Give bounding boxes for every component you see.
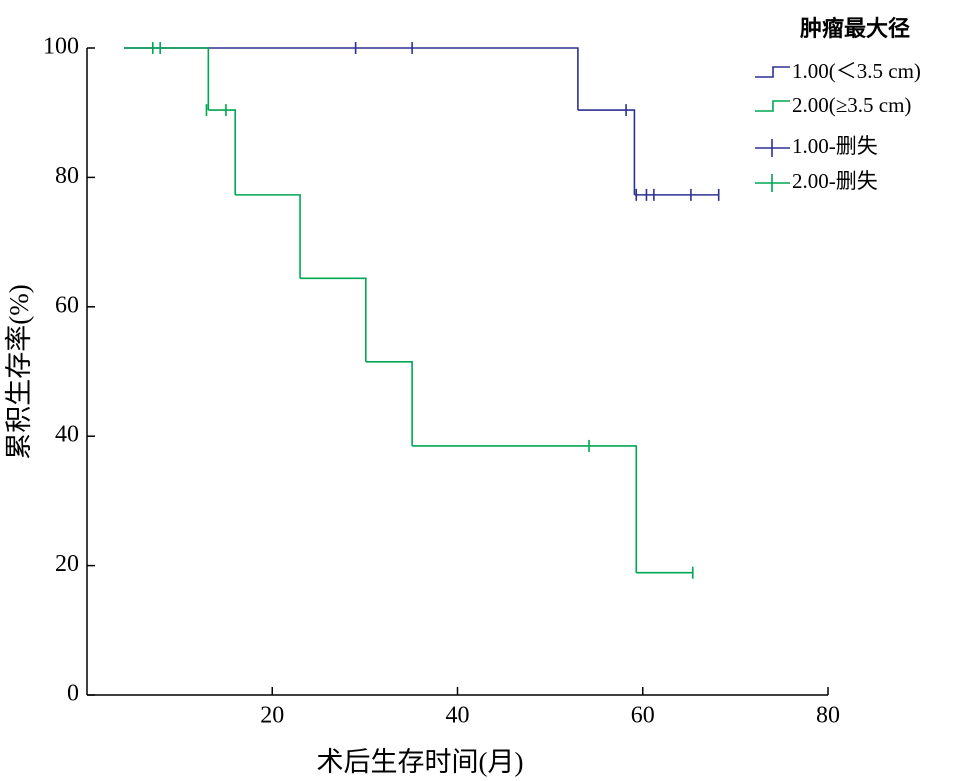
legend-label: 1.00(＜3.5 cm)	[792, 59, 921, 83]
survival-step	[208, 109, 236, 195]
legend-swatch	[755, 174, 790, 192]
x-tick-label: 80	[816, 703, 840, 729]
y-tick-label: 20	[55, 551, 79, 577]
survival-step	[365, 360, 413, 446]
x-axis-title: 术后生存时间(月)	[317, 747, 524, 777]
legend-swatch	[755, 66, 790, 78]
survival-step	[235, 194, 301, 279]
x-tick-label: 40	[446, 703, 470, 729]
y-tick-label: 80	[55, 163, 79, 189]
legend-title: 肿瘤最大径	[800, 16, 910, 42]
survival-step	[124, 47, 579, 111]
survival-step	[300, 277, 367, 362]
y-tick-label: 0	[67, 681, 79, 707]
legend-label: 1.00-删失	[792, 134, 878, 158]
survival-step	[577, 109, 636, 195]
survival-step	[124, 47, 210, 111]
x-tick-label: 60	[631, 703, 655, 729]
survival-step	[412, 445, 638, 573]
x-tick-label: 20	[260, 703, 284, 729]
y-axis-title: 累积生存率(%)	[4, 284, 34, 459]
y-tick-label: 100	[43, 34, 79, 60]
legend-label: 2.00(≥3.5 cm)	[792, 93, 911, 117]
legend-swatch	[755, 100, 790, 112]
y-tick-label: 60	[55, 292, 79, 318]
legend-label: 2.00-删失	[792, 169, 878, 193]
y-tick-label: 40	[55, 422, 79, 448]
legend-swatch	[755, 139, 790, 157]
